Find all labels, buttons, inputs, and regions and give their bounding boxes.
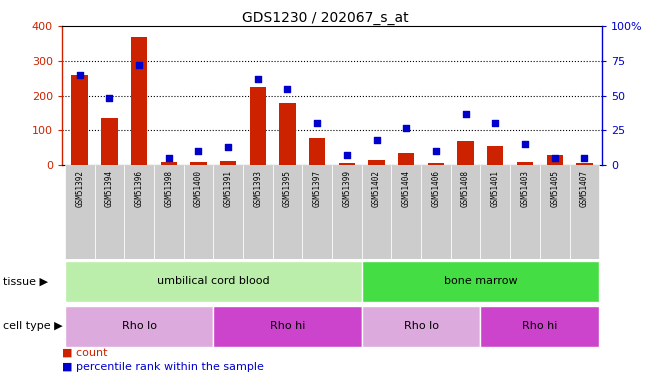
Bar [72, 75, 88, 165]
Text: GSM51404: GSM51404 [402, 170, 411, 207]
Point [104, 95, 115, 101]
Text: GSM51401: GSM51401 [491, 170, 500, 207]
Text: GSM51405: GSM51405 [550, 170, 559, 207]
Text: GSM51407: GSM51407 [580, 170, 589, 207]
Text: GSM51396: GSM51396 [135, 170, 143, 207]
Point [134, 62, 145, 68]
FancyBboxPatch shape [65, 306, 214, 347]
Bar [487, 146, 503, 165]
Bar [161, 162, 177, 165]
Point [549, 155, 560, 161]
Bar [576, 163, 592, 165]
Bar [398, 153, 415, 165]
Point [490, 120, 501, 126]
Text: Rho hi: Rho hi [270, 321, 305, 331]
Text: GSM51403: GSM51403 [521, 170, 529, 207]
Point [163, 155, 174, 161]
FancyBboxPatch shape [540, 165, 570, 259]
Bar [428, 163, 444, 165]
FancyBboxPatch shape [421, 165, 450, 259]
Text: GSM51398: GSM51398 [164, 170, 173, 207]
Text: GSM51393: GSM51393 [253, 170, 262, 207]
Text: GSM51392: GSM51392 [75, 170, 84, 207]
FancyBboxPatch shape [94, 165, 124, 259]
Text: GSM51395: GSM51395 [283, 170, 292, 207]
Point [193, 148, 204, 154]
Text: GDS1230 / 202067_s_at: GDS1230 / 202067_s_at [242, 11, 409, 25]
Text: GSM51391: GSM51391 [223, 170, 232, 207]
Point [223, 144, 233, 150]
FancyBboxPatch shape [154, 165, 184, 259]
Bar [517, 162, 533, 165]
FancyBboxPatch shape [362, 306, 480, 347]
Text: tissue ▶: tissue ▶ [3, 276, 48, 286]
Point [312, 120, 322, 126]
FancyBboxPatch shape [273, 165, 302, 259]
Bar [190, 162, 206, 165]
Text: GSM51400: GSM51400 [194, 170, 203, 207]
FancyBboxPatch shape [214, 165, 243, 259]
FancyBboxPatch shape [480, 165, 510, 259]
Text: GSM51397: GSM51397 [312, 170, 322, 207]
Text: Rho hi: Rho hi [522, 321, 557, 331]
Bar [546, 155, 563, 165]
FancyBboxPatch shape [302, 165, 332, 259]
Point [579, 155, 590, 161]
Bar [339, 163, 355, 165]
FancyBboxPatch shape [332, 165, 362, 259]
Text: Rho lo: Rho lo [122, 321, 156, 331]
Bar [368, 160, 385, 165]
Text: GSM51406: GSM51406 [432, 170, 441, 207]
Bar [309, 138, 326, 165]
FancyBboxPatch shape [510, 165, 540, 259]
Text: umbilical cord blood: umbilical cord blood [157, 276, 270, 286]
Point [74, 72, 85, 78]
Text: GSM51408: GSM51408 [461, 170, 470, 207]
FancyBboxPatch shape [362, 261, 599, 302]
FancyBboxPatch shape [243, 165, 273, 259]
Bar [279, 103, 296, 165]
Point [342, 152, 352, 158]
FancyBboxPatch shape [450, 165, 480, 259]
Point [460, 111, 471, 117]
Text: GSM51399: GSM51399 [342, 170, 352, 207]
FancyBboxPatch shape [124, 165, 154, 259]
Bar [458, 141, 474, 165]
FancyBboxPatch shape [362, 165, 391, 259]
Text: GSM51402: GSM51402 [372, 170, 381, 207]
Point [519, 141, 530, 147]
Text: ■ count: ■ count [62, 348, 107, 357]
FancyBboxPatch shape [480, 306, 599, 347]
FancyBboxPatch shape [214, 306, 362, 347]
Bar [220, 161, 236, 165]
Text: bone marrow: bone marrow [443, 276, 518, 286]
FancyBboxPatch shape [65, 165, 94, 259]
Bar [249, 87, 266, 165]
Text: cell type ▶: cell type ▶ [3, 321, 63, 331]
Point [371, 137, 381, 143]
Point [431, 148, 441, 154]
Point [283, 86, 293, 92]
FancyBboxPatch shape [65, 261, 362, 302]
Bar [101, 118, 118, 165]
FancyBboxPatch shape [570, 165, 599, 259]
FancyBboxPatch shape [391, 165, 421, 259]
Text: Rho lo: Rho lo [404, 321, 439, 331]
FancyBboxPatch shape [184, 165, 214, 259]
Text: GSM51394: GSM51394 [105, 170, 114, 207]
Point [401, 124, 411, 130]
Point [253, 76, 263, 82]
Text: ■ percentile rank within the sample: ■ percentile rank within the sample [62, 363, 264, 372]
Bar [131, 37, 147, 165]
